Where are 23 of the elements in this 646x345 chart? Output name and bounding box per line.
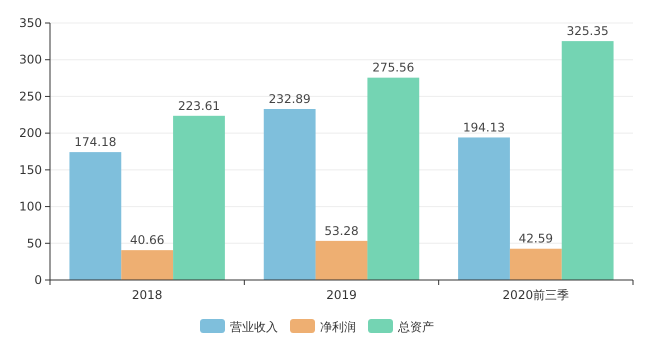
y-tick-label: 200 [19, 126, 42, 140]
x-tick-label: 2020前三季 [502, 288, 570, 302]
x-tick-label: 2018 [132, 288, 162, 302]
data-label: 40.66 [130, 233, 164, 248]
data-label: 223.61 [178, 98, 220, 113]
x-tick-label: 2019 [326, 288, 357, 302]
data-label: 174.18 [74, 135, 116, 150]
y-tick-label: 50 [26, 236, 42, 250]
legend-label: 总资产 [397, 320, 434, 334]
y-tick-label: 350 [19, 16, 42, 30]
data-label: 42.59 [518, 232, 554, 246]
y-tick-label: 250 [19, 89, 42, 104]
data-label: 325.35 [566, 24, 609, 38]
y-tick-label: 0 [34, 273, 42, 287]
legend-label: 营业收入 [230, 320, 278, 334]
data-label: 194.13 [463, 120, 506, 134]
legend-label: 净利润 [320, 320, 356, 334]
data-label: 53.28 [324, 224, 359, 238]
data-label: 232.89 [268, 92, 311, 106]
data-label: 275.56 [372, 60, 414, 75]
y-tick-label: 300 [19, 52, 42, 67]
y-tick-label: 100 [19, 200, 42, 214]
y-tick-label: 150 [19, 162, 42, 177]
